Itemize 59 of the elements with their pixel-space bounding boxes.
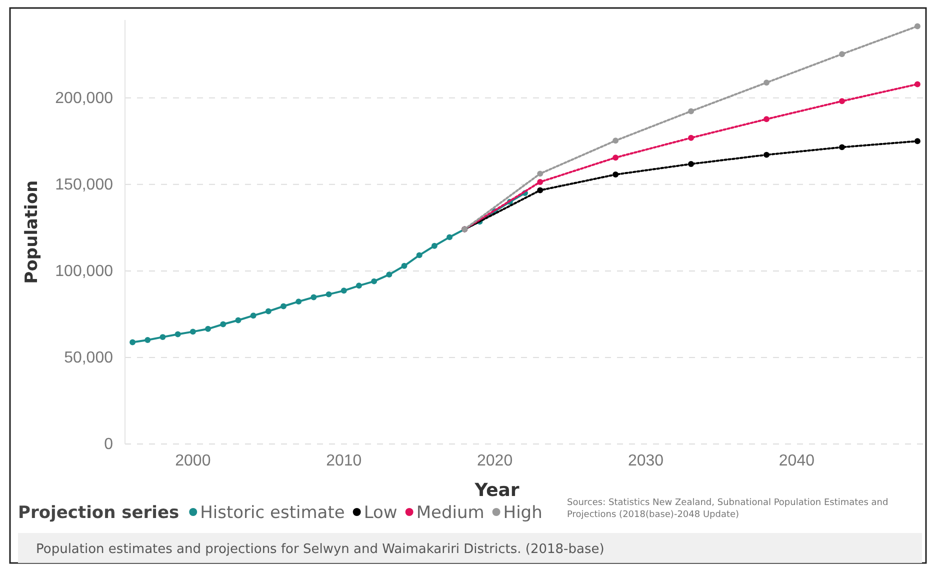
x-tick-label: 2040 bbox=[778, 452, 815, 470]
point bbox=[174, 331, 181, 338]
y-tick-label: 0 bbox=[104, 436, 114, 454]
point bbox=[914, 23, 920, 30]
point bbox=[914, 81, 920, 88]
point bbox=[537, 187, 544, 194]
point bbox=[190, 328, 196, 335]
point bbox=[838, 51, 845, 58]
legend-title: Projection series bbox=[18, 503, 180, 523]
y-tick-label: 200,000 bbox=[55, 90, 114, 107]
point bbox=[537, 170, 544, 177]
x-axis-title: Year bbox=[474, 480, 520, 501]
x-tick-label: 2010 bbox=[326, 452, 362, 470]
legend-label: Historic estimate bbox=[200, 503, 345, 523]
point bbox=[250, 312, 256, 319]
point bbox=[235, 317, 242, 324]
point bbox=[688, 161, 694, 167]
x-tick-label: 2030 bbox=[628, 452, 664, 470]
y-axis-title: Population bbox=[22, 180, 42, 284]
legend-label: Low bbox=[364, 503, 398, 523]
point bbox=[838, 144, 845, 150]
legend-label: Medium bbox=[416, 503, 484, 523]
point bbox=[144, 337, 151, 343]
point bbox=[220, 321, 226, 328]
point bbox=[764, 116, 770, 122]
point bbox=[838, 98, 845, 104]
point bbox=[764, 152, 770, 158]
point bbox=[326, 291, 332, 298]
point bbox=[340, 288, 347, 294]
point bbox=[431, 242, 438, 249]
point bbox=[401, 262, 408, 269]
point bbox=[386, 272, 392, 278]
point bbox=[537, 179, 544, 185]
point bbox=[296, 298, 302, 305]
y-tick-label: 50,000 bbox=[64, 350, 114, 367]
point bbox=[280, 303, 286, 310]
text: Population estimates and projections for Selwyn and Waimakariri Districts. (2018-base) bbox=[36, 542, 604, 557]
legend-label: High bbox=[503, 503, 542, 523]
point bbox=[764, 80, 770, 86]
x-tick-label: 2020 bbox=[477, 452, 513, 470]
y-tick-label: 100,000 bbox=[55, 263, 114, 280]
point bbox=[310, 294, 317, 300]
point bbox=[416, 252, 422, 258]
point bbox=[612, 138, 619, 144]
point bbox=[130, 339, 136, 346]
point bbox=[612, 154, 619, 161]
point bbox=[205, 326, 212, 332]
point bbox=[914, 138, 920, 144]
point bbox=[356, 282, 362, 289]
point bbox=[265, 308, 272, 314]
source-note: Sources: Statistics New Zealand, Subnational Population Estimates and Projections (2018(base)-2048 Update) bbox=[567, 498, 888, 520]
x-tick-label: 2000 bbox=[175, 452, 211, 470]
point bbox=[446, 234, 453, 240]
point bbox=[612, 172, 619, 178]
y-tick-label: 150,000 bbox=[55, 176, 114, 194]
point bbox=[688, 108, 694, 114]
point bbox=[160, 334, 166, 340]
point bbox=[688, 134, 694, 141]
point bbox=[371, 278, 378, 284]
